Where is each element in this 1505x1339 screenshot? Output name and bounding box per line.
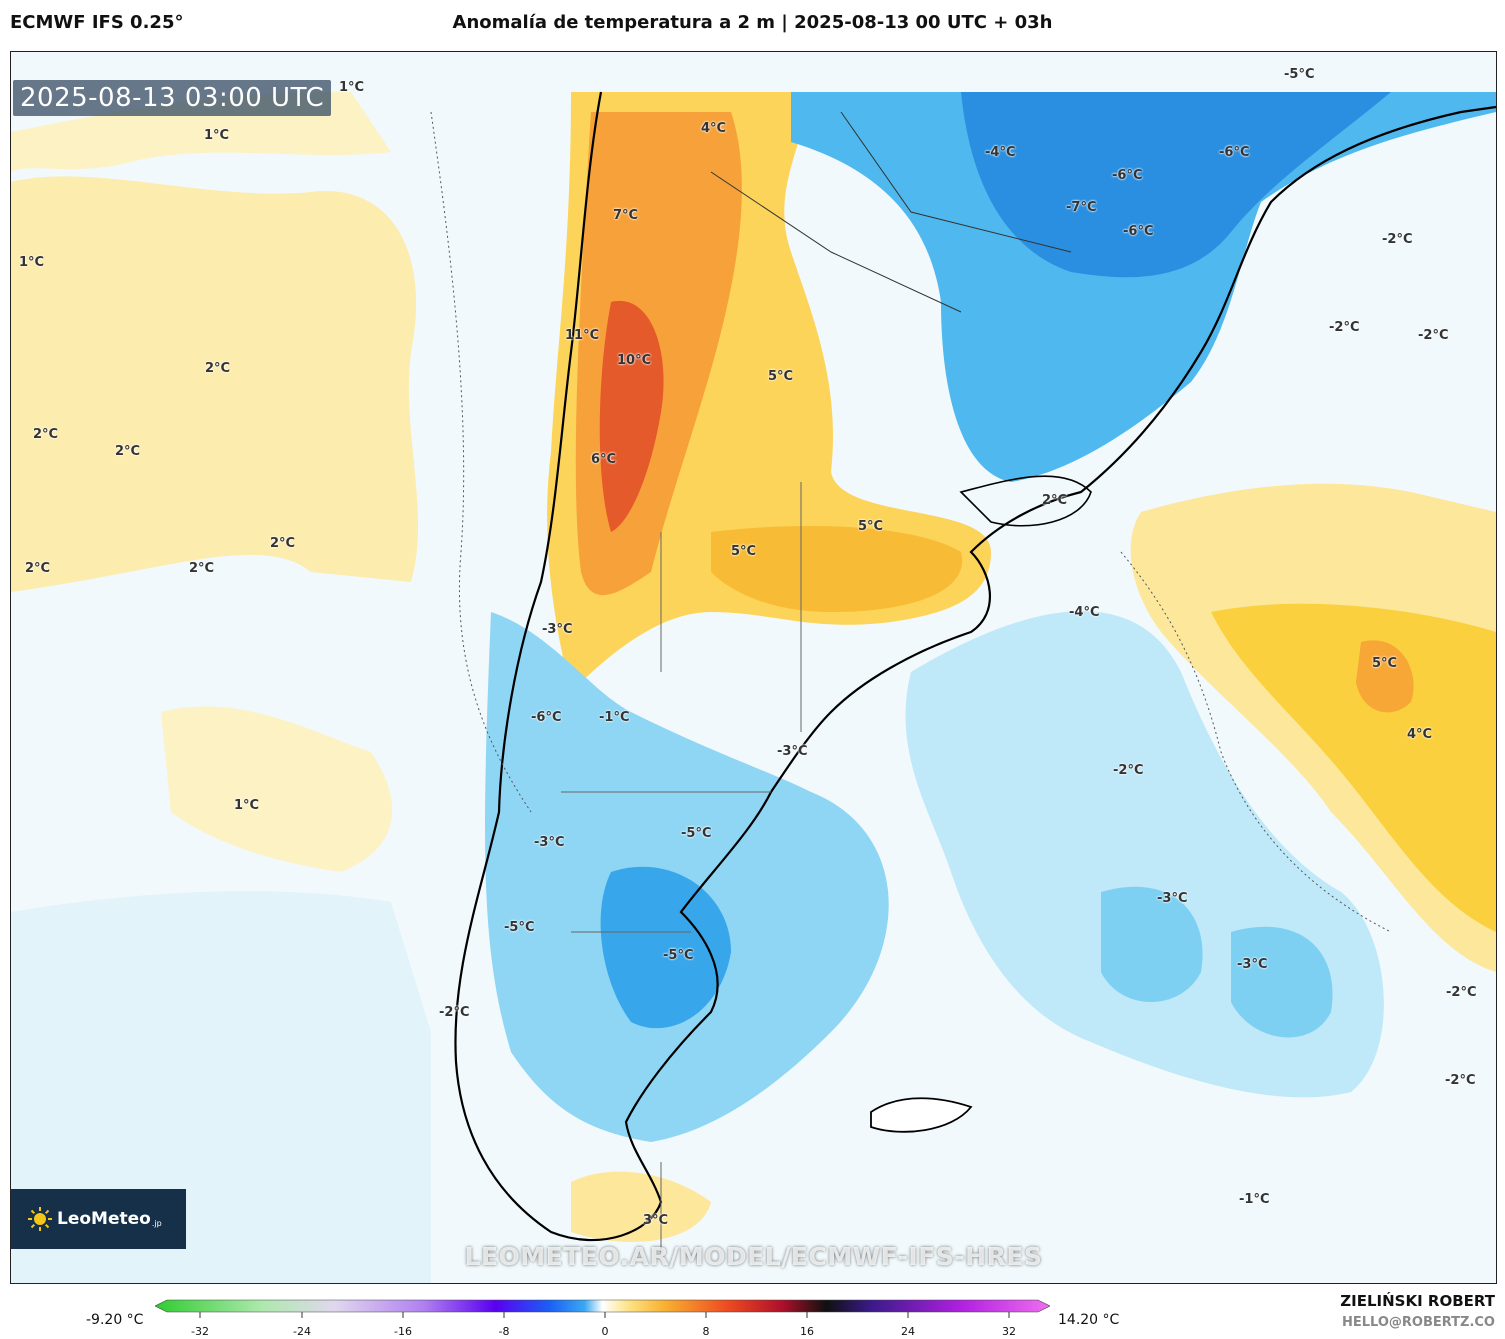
logo-text: LeoMeteo — [57, 1209, 151, 1229]
map-label: -4°C — [985, 145, 1016, 160]
map-label: 3°C — [643, 1213, 669, 1228]
map-label: 2°C — [115, 444, 141, 459]
map-label: 5°C — [1372, 656, 1398, 671]
pampas-warm-core — [711, 526, 963, 612]
map-label: -3°C — [1157, 891, 1188, 906]
map-label: -5°C — [663, 948, 694, 963]
province-borders — [561, 482, 802, 1252]
map-panel[interactable]: 2025-08-13 03:00 UTC 1°C 1°C 1°C 2°C 2°C… — [10, 51, 1497, 1284]
map-label: -3°C — [777, 744, 808, 759]
map-label: -6°C — [1112, 168, 1143, 183]
watermark-url: LEOMETEO.AR/MODEL/ECMWF-IFS-HRES — [464, 1242, 1043, 1271]
leometeo-logo[interactable]: LeoMeteo .jp — [11, 1189, 186, 1249]
map-label: -6°C — [531, 710, 562, 725]
colorbar-gradient — [155, 1299, 1050, 1313]
colorbar-tick-label: 16 — [800, 1325, 814, 1338]
anomaly-field — [11, 52, 1496, 1283]
falkland-islands — [870, 1097, 973, 1133]
pacific-cool-region — [11, 891, 431, 1283]
map-label: -3°C — [542, 622, 573, 637]
colorbar-min-label: -9.20 °C — [86, 1312, 144, 1328]
map-label: 2°C — [33, 427, 59, 442]
map-label: 1°C — [339, 80, 365, 95]
map-label: -2°C — [1446, 985, 1477, 1000]
map-label: 2°C — [25, 561, 51, 576]
map-label: -3°C — [534, 835, 565, 850]
map-label: 11°C — [565, 328, 600, 343]
map-label: 2°C — [1042, 493, 1068, 508]
andes-hottest-core — [599, 300, 664, 532]
atlantic-cool-core-b — [1231, 926, 1333, 1038]
timestamp-label: 2025-08-13 03:00 UTC — [13, 80, 332, 116]
colorbar-tick-label: -24 — [293, 1325, 311, 1338]
atlantic-warm-core — [1211, 603, 1496, 932]
model-title: ECMWF IFS 0.25° — [10, 12, 184, 33]
map-label: 1°C — [19, 255, 45, 270]
map-label: 7°C — [613, 208, 639, 223]
map-label: 4°C — [701, 121, 727, 136]
atlantic-warmest-spot — [1356, 640, 1414, 713]
map-label: 6°C — [591, 452, 617, 467]
map-label: 5°C — [768, 369, 794, 384]
pacific-warm-region-north — [11, 176, 419, 592]
map-label: -1°C — [1239, 1192, 1270, 1207]
map-label: -2°C — [1113, 763, 1144, 778]
patagonia-cold-region — [485, 612, 889, 1142]
tierra-del-fuego-warm — [571, 1171, 711, 1242]
map-label: 10°C — [617, 353, 652, 368]
map-label: -2°C — [1445, 1073, 1476, 1088]
map-label: -6°C — [1219, 145, 1250, 160]
map-label: 1°C — [204, 128, 230, 143]
map-label: -2°C — [1382, 232, 1413, 247]
map-label: 2°C — [189, 561, 215, 576]
sun-icon — [28, 1207, 52, 1231]
map-label: -2°C — [439, 1005, 470, 1020]
map-label: -4°C — [1069, 605, 1100, 620]
coastline — [454, 91, 1496, 1242]
author-credit: ZIELIŃSKI ROBERT — [1340, 1292, 1495, 1310]
colorbar-max-label: 14.20 °C — [1058, 1312, 1120, 1328]
colorbar-tick-label: -16 — [394, 1325, 412, 1338]
colorbar — [155, 1299, 1050, 1318]
colorbar-tick-label: 0 — [601, 1325, 609, 1338]
map-label: -1°C — [599, 710, 630, 725]
map-label: -7°C — [1066, 200, 1097, 215]
map-label: 4°C — [1407, 727, 1433, 742]
map-label: 2°C — [205, 361, 231, 376]
colorbar-tick-label: -8 — [498, 1325, 510, 1338]
patagonia-coldest-core — [600, 866, 731, 1029]
map-label: -3°C — [1237, 957, 1268, 972]
pacific-warm-region-south — [161, 706, 393, 872]
colorbar-tick-label: -32 — [191, 1325, 209, 1338]
uruguay-outline — [959, 475, 1092, 527]
website-credit[interactable]: HELLO@ROBERTZ.CO — [1341, 1315, 1495, 1330]
country-borders — [710, 111, 1072, 313]
brazil-coldest-core — [961, 92, 1391, 278]
map-title: Anomalía de temperatura a 2 m | 2025-08-… — [452, 12, 1053, 33]
map-label: 2°C — [270, 536, 296, 551]
atlantic-cool-core-a — [1101, 886, 1203, 1002]
map-label: 5°C — [858, 519, 884, 534]
map-label: -5°C — [681, 826, 712, 841]
map-label: 1°C — [234, 798, 260, 813]
map-label: -2°C — [1418, 328, 1449, 343]
map-label: -6°C — [1123, 224, 1154, 239]
zero-contour — [430, 111, 1392, 933]
colorbar-tick-label: 8 — [702, 1325, 710, 1338]
logo-suffix: .jp — [151, 1218, 162, 1228]
brazil-cold-region — [791, 92, 1496, 482]
map-label: -5°C — [1284, 67, 1315, 82]
map-label: -2°C — [1329, 320, 1360, 335]
map-label: 5°C — [731, 544, 757, 559]
map-label: -5°C — [504, 920, 535, 935]
colorbar-tick-label: 32 — [1002, 1325, 1016, 1338]
colorbar-tick-label: 24 — [901, 1325, 915, 1338]
